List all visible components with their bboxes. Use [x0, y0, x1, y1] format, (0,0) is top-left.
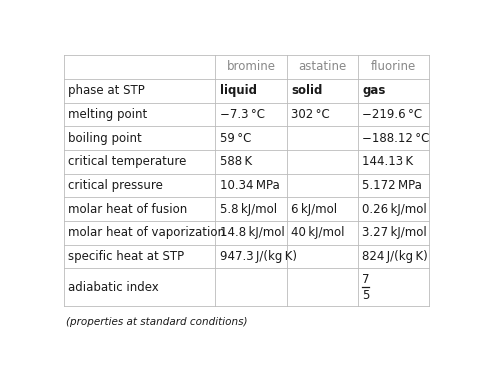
Text: specific heat at STP: specific heat at STP — [68, 250, 184, 263]
Text: 59 °C: 59 °C — [219, 132, 251, 144]
Text: 10.34 MPa: 10.34 MPa — [219, 179, 279, 192]
Text: astatine: astatine — [298, 60, 346, 74]
Text: 5: 5 — [361, 289, 369, 302]
Text: 3.27 kJ/mol: 3.27 kJ/mol — [361, 226, 426, 239]
Text: critical temperature: critical temperature — [68, 155, 186, 168]
Text: boiling point: boiling point — [68, 132, 142, 144]
Text: critical pressure: critical pressure — [68, 179, 163, 192]
Text: 14.8 kJ/mol: 14.8 kJ/mol — [219, 226, 284, 239]
Text: −219.6 °C: −219.6 °C — [361, 108, 421, 121]
Text: −188.12 °C: −188.12 °C — [361, 132, 429, 144]
Text: phase at STP: phase at STP — [68, 84, 145, 97]
Text: 5.8 kJ/mol: 5.8 kJ/mol — [219, 202, 276, 216]
Text: solid: solid — [290, 84, 322, 97]
Text: bromine: bromine — [226, 60, 275, 74]
Text: −7.3 °C: −7.3 °C — [219, 108, 264, 121]
Text: fluorine: fluorine — [370, 60, 415, 74]
Text: adiabatic index: adiabatic index — [68, 281, 159, 294]
Text: 5.172 MPa: 5.172 MPa — [361, 179, 421, 192]
Text: gas: gas — [361, 84, 385, 97]
Text: 588 K: 588 K — [219, 155, 252, 168]
Text: 6 kJ/mol: 6 kJ/mol — [290, 202, 336, 216]
Text: (properties at standard conditions): (properties at standard conditions) — [66, 317, 247, 327]
Text: melting point: melting point — [68, 108, 147, 121]
Text: 0.26 kJ/mol: 0.26 kJ/mol — [361, 202, 426, 216]
Text: molar heat of fusion: molar heat of fusion — [68, 202, 187, 216]
Text: 947.3 J/(kg K): 947.3 J/(kg K) — [219, 250, 296, 263]
Text: molar heat of vaporization: molar heat of vaporization — [68, 226, 225, 239]
Text: liquid: liquid — [219, 84, 256, 97]
Text: 40 kJ/mol: 40 kJ/mol — [290, 226, 344, 239]
Text: 824 J/(kg K): 824 J/(kg K) — [361, 250, 427, 263]
Text: 7: 7 — [361, 273, 369, 285]
Text: 144.13 K: 144.13 K — [361, 155, 413, 168]
Text: 302 °C: 302 °C — [290, 108, 329, 121]
